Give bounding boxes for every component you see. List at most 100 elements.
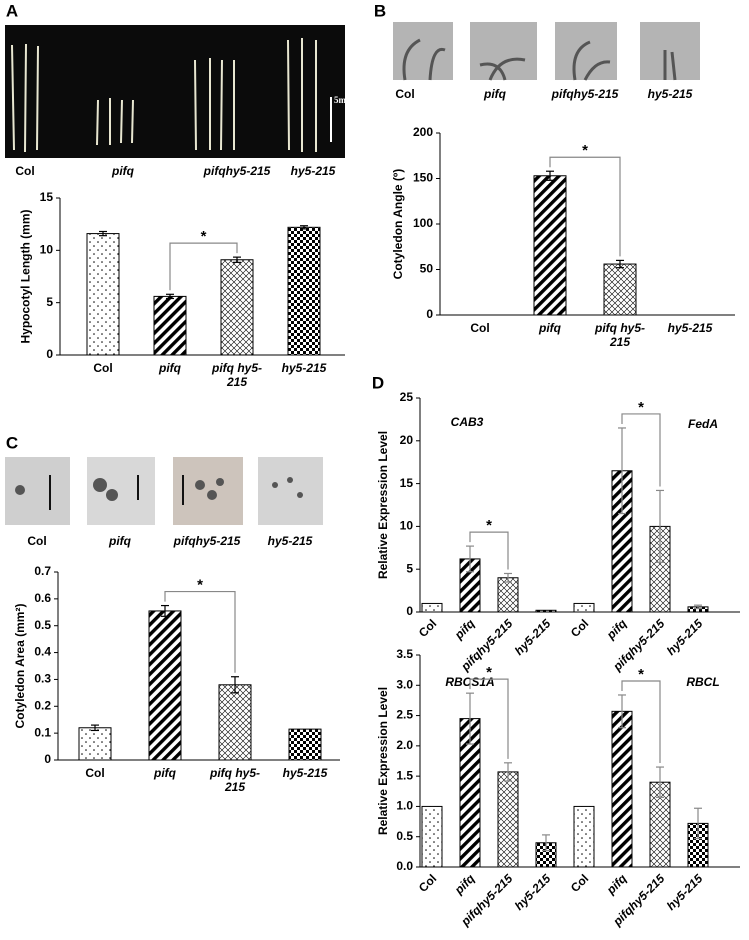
image-label: pifqhy5-215 [173, 534, 241, 548]
y-tick-label: 0.5 [34, 618, 51, 632]
bar [153, 295, 187, 356]
x-tick-label: pifq [451, 871, 478, 898]
error-bar [161, 604, 169, 617]
bar [421, 805, 443, 868]
x-tick-label: Col [568, 871, 592, 895]
x-tick-label: hy5-215 [281, 361, 327, 375]
significance-label: * [582, 142, 588, 159]
x-tick-label-box: pifq hy5-215 [595, 321, 645, 349]
x-tick-label-box: hy5-215 [281, 361, 327, 375]
panel-letter: C [6, 433, 18, 452]
significance-label: * [638, 399, 644, 416]
y-tick-label: 0.3 [34, 672, 51, 686]
x-tick-label: pifq [539, 321, 561, 335]
x-tick-label: Col [470, 321, 490, 335]
x-tick-label: pifq [154, 766, 176, 780]
panel-letter: A [6, 1, 18, 20]
y-axis-label: Cotyledon Area (mm²) [13, 603, 27, 729]
x-tick-label: Col [416, 871, 440, 895]
error-bar [694, 604, 702, 610]
scale-label: 5mm [334, 95, 354, 105]
x-tick-label: pifq [603, 616, 630, 643]
photos-b [393, 22, 700, 81]
x-tick-label: pifq [603, 871, 630, 898]
x-tick-label: Col [416, 616, 440, 640]
y-tick-label: 0.5 [396, 829, 413, 843]
photos-c [5, 457, 323, 525]
y-tick-label: 50 [420, 262, 434, 276]
y-tick-label: 0.2 [34, 698, 51, 712]
y-axis-label-box: Relative Expression Level [376, 687, 390, 835]
bar [218, 684, 252, 761]
significance-bracket [469, 678, 509, 759]
group-label: RBCL [686, 675, 719, 689]
y-tick-label: 1.5 [396, 768, 413, 782]
y-tick-label: 0.6 [34, 591, 51, 605]
y-axis-label: Hypocotyl Length (mm) [18, 209, 32, 344]
bar [497, 577, 519, 613]
error-bar [542, 834, 550, 852]
y-axis-label: Relative Expression Level [376, 430, 390, 580]
bar [603, 263, 637, 316]
significance-bracket [164, 590, 236, 673]
significance-label: * [486, 664, 492, 681]
error-bar [504, 572, 512, 583]
x-tick-label-box: Col [93, 361, 113, 375]
error-bar [231, 676, 239, 694]
image-label: hy5-215 [268, 534, 313, 548]
x-tick-label: pifq [159, 361, 181, 375]
x-tick-label-box: pifq [154, 766, 176, 780]
significance-bracket [621, 680, 661, 764]
bar [573, 602, 595, 613]
y-tick-label: 5 [406, 561, 413, 575]
y-tick-label: 150 [413, 171, 433, 185]
x-tick-label-box: Col [470, 321, 490, 335]
significance-bracket [469, 531, 509, 570]
error-bar [616, 259, 624, 269]
error-bar [91, 724, 99, 732]
bar [497, 771, 519, 868]
bar [573, 805, 595, 868]
error-bar [166, 293, 174, 300]
x-tick-label: hy5-215 [667, 321, 713, 335]
bar [611, 710, 633, 868]
bar [288, 728, 322, 761]
y-tick-label: 0 [46, 347, 53, 361]
x-tick-label-box: pifq [159, 361, 181, 375]
error-bar [656, 489, 664, 563]
y-tick-label: 100 [413, 216, 433, 230]
panel-letter: D [372, 373, 384, 392]
x-tick-label: pifq hy5-215 [212, 361, 262, 389]
significance-label: * [638, 666, 644, 683]
x-tick-label: Col [93, 361, 113, 375]
significance-bracket [621, 413, 661, 487]
significance-label: * [197, 577, 203, 594]
x-tick-label-box: pifq [539, 321, 561, 335]
bar [533, 175, 567, 316]
image-label: hy5-215 [648, 87, 693, 101]
bar [86, 233, 120, 356]
y-tick-label: 0.7 [34, 564, 51, 578]
y-tick-label: 25 [400, 390, 414, 404]
bar [287, 226, 321, 356]
image-label: hy5-215 [291, 164, 336, 178]
bar [535, 609, 557, 613]
x-tick-label: pifq hy5-215 [210, 766, 260, 794]
significance-label: * [201, 228, 207, 245]
x-tick-label: Col [568, 616, 592, 640]
bar [421, 602, 443, 613]
image-label: Col [15, 164, 34, 178]
x-tick-label: Col [85, 766, 105, 780]
y-tick-label: 200 [413, 125, 433, 139]
image-label: pifq [483, 87, 507, 101]
error-bar [618, 694, 626, 729]
error-bar [300, 225, 308, 230]
x-tick-label: hy5-215 [664, 871, 706, 913]
image-label: pifq [108, 534, 132, 548]
error-bar [466, 692, 474, 745]
x-tick-label: pifq hy5-215 [595, 321, 645, 349]
y-axis-label: Cotyledon Angle (º) [391, 168, 405, 280]
y-axis-label-box: Hypocotyl Length (mm) [18, 209, 32, 344]
y-tick-label: 15 [40, 190, 54, 204]
